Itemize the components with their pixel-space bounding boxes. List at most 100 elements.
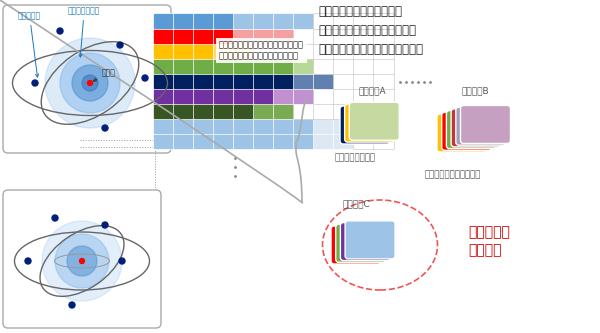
FancyBboxPatch shape bbox=[446, 111, 496, 149]
FancyBboxPatch shape bbox=[334, 134, 355, 150]
FancyBboxPatch shape bbox=[254, 104, 275, 120]
FancyBboxPatch shape bbox=[154, 29, 175, 45]
FancyBboxPatch shape bbox=[437, 114, 487, 152]
FancyBboxPatch shape bbox=[334, 29, 355, 45]
Circle shape bbox=[42, 221, 122, 301]
FancyBboxPatch shape bbox=[214, 59, 235, 75]
FancyBboxPatch shape bbox=[233, 44, 254, 60]
Circle shape bbox=[57, 28, 63, 34]
FancyBboxPatch shape bbox=[334, 74, 355, 90]
FancyBboxPatch shape bbox=[331, 226, 381, 264]
FancyBboxPatch shape bbox=[154, 74, 175, 90]
Circle shape bbox=[32, 80, 38, 86]
FancyBboxPatch shape bbox=[154, 89, 175, 105]
FancyBboxPatch shape bbox=[173, 134, 194, 150]
FancyBboxPatch shape bbox=[293, 29, 314, 45]
FancyBboxPatch shape bbox=[353, 29, 374, 45]
FancyBboxPatch shape bbox=[214, 119, 235, 135]
FancyBboxPatch shape bbox=[173, 104, 194, 120]
FancyBboxPatch shape bbox=[314, 14, 335, 30]
Text: 時間がかかり過ぎる・・: 時間がかかり過ぎる・・ bbox=[425, 170, 481, 179]
Circle shape bbox=[67, 246, 97, 276]
FancyBboxPatch shape bbox=[233, 119, 254, 135]
Text: 精度が低い・・・: 精度が低い・・・ bbox=[335, 154, 376, 163]
FancyBboxPatch shape bbox=[193, 104, 215, 120]
FancyBboxPatch shape bbox=[233, 104, 254, 120]
FancyBboxPatch shape bbox=[456, 107, 506, 145]
FancyBboxPatch shape bbox=[193, 134, 215, 150]
Circle shape bbox=[45, 38, 135, 128]
FancyBboxPatch shape bbox=[373, 44, 395, 60]
FancyBboxPatch shape bbox=[451, 109, 501, 147]
FancyBboxPatch shape bbox=[373, 59, 395, 75]
FancyBboxPatch shape bbox=[173, 14, 194, 30]
FancyBboxPatch shape bbox=[254, 89, 275, 105]
FancyBboxPatch shape bbox=[353, 89, 374, 105]
FancyBboxPatch shape bbox=[335, 224, 386, 262]
Text: 原子の世界では、電子は同時に何通り
もの配置を取ることが想定される。: 原子の世界では、電子は同時に何通り もの配置を取ることが想定される。 bbox=[219, 41, 304, 60]
FancyBboxPatch shape bbox=[314, 119, 335, 135]
FancyBboxPatch shape bbox=[373, 89, 395, 105]
Text: 原子核: 原子核 bbox=[94, 68, 116, 81]
FancyBboxPatch shape bbox=[214, 14, 235, 30]
FancyBboxPatch shape bbox=[334, 59, 355, 75]
FancyBboxPatch shape bbox=[293, 134, 314, 150]
Circle shape bbox=[72, 65, 108, 101]
FancyBboxPatch shape bbox=[314, 104, 335, 120]
FancyBboxPatch shape bbox=[293, 44, 314, 60]
FancyBboxPatch shape bbox=[233, 89, 254, 105]
FancyBboxPatch shape bbox=[344, 104, 395, 142]
FancyBboxPatch shape bbox=[154, 44, 175, 60]
FancyBboxPatch shape bbox=[373, 104, 395, 120]
FancyBboxPatch shape bbox=[233, 74, 254, 90]
FancyBboxPatch shape bbox=[173, 89, 194, 105]
FancyBboxPatch shape bbox=[254, 119, 275, 135]
Text: 最適なのは
これだ！: 最適なのは これだ！ bbox=[468, 225, 510, 257]
FancyBboxPatch shape bbox=[254, 74, 275, 90]
FancyBboxPatch shape bbox=[173, 74, 194, 90]
Circle shape bbox=[25, 258, 31, 264]
FancyBboxPatch shape bbox=[314, 89, 335, 105]
FancyBboxPatch shape bbox=[373, 14, 395, 30]
FancyBboxPatch shape bbox=[353, 14, 374, 30]
FancyBboxPatch shape bbox=[254, 44, 275, 60]
FancyBboxPatch shape bbox=[233, 134, 254, 150]
FancyBboxPatch shape bbox=[274, 119, 295, 135]
FancyBboxPatch shape bbox=[193, 74, 215, 90]
FancyBboxPatch shape bbox=[154, 59, 175, 75]
FancyBboxPatch shape bbox=[274, 89, 295, 105]
FancyBboxPatch shape bbox=[214, 104, 235, 120]
FancyBboxPatch shape bbox=[3, 190, 161, 328]
FancyBboxPatch shape bbox=[254, 134, 275, 150]
FancyBboxPatch shape bbox=[334, 14, 355, 30]
Circle shape bbox=[60, 53, 120, 113]
FancyBboxPatch shape bbox=[314, 134, 335, 150]
FancyBboxPatch shape bbox=[293, 14, 314, 30]
Circle shape bbox=[82, 75, 98, 91]
Text: パターンB: パターンB bbox=[461, 86, 489, 95]
FancyBboxPatch shape bbox=[154, 14, 175, 30]
Text: パターンC: パターンC bbox=[342, 199, 370, 208]
FancyBboxPatch shape bbox=[193, 14, 215, 30]
FancyBboxPatch shape bbox=[233, 29, 254, 45]
FancyBboxPatch shape bbox=[173, 44, 194, 60]
FancyBboxPatch shape bbox=[340, 106, 390, 144]
Circle shape bbox=[117, 42, 123, 48]
Circle shape bbox=[55, 234, 109, 288]
FancyBboxPatch shape bbox=[349, 102, 399, 140]
FancyBboxPatch shape bbox=[193, 44, 215, 60]
FancyBboxPatch shape bbox=[154, 104, 175, 120]
FancyBboxPatch shape bbox=[345, 221, 395, 259]
FancyBboxPatch shape bbox=[373, 74, 395, 90]
FancyBboxPatch shape bbox=[340, 222, 391, 261]
FancyBboxPatch shape bbox=[274, 44, 295, 60]
FancyBboxPatch shape bbox=[193, 59, 215, 75]
Circle shape bbox=[52, 215, 58, 221]
Text: 内側の電子集団: 内側の電子集団 bbox=[68, 6, 100, 57]
FancyBboxPatch shape bbox=[214, 89, 235, 105]
FancyBboxPatch shape bbox=[233, 14, 254, 30]
FancyBboxPatch shape bbox=[254, 29, 275, 45]
FancyBboxPatch shape bbox=[373, 134, 395, 150]
FancyBboxPatch shape bbox=[334, 44, 355, 60]
FancyBboxPatch shape bbox=[173, 59, 194, 75]
